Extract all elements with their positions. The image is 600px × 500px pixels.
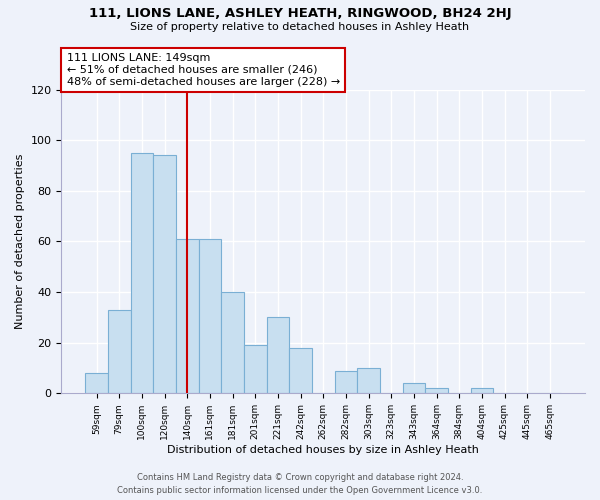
- Bar: [403, 383, 425, 394]
- Bar: [85, 373, 108, 394]
- Text: Contains HM Land Registry data © Crown copyright and database right 2024.
Contai: Contains HM Land Registry data © Crown c…: [118, 474, 482, 495]
- Bar: [470, 388, 493, 394]
- Bar: [266, 318, 289, 394]
- Bar: [176, 239, 199, 394]
- Bar: [131, 153, 153, 394]
- Bar: [153, 156, 176, 394]
- Bar: [425, 388, 448, 394]
- Y-axis label: Number of detached properties: Number of detached properties: [15, 154, 25, 329]
- Bar: [108, 310, 131, 394]
- Bar: [289, 348, 312, 394]
- Text: 111, LIONS LANE, ASHLEY HEATH, RINGWOOD, BH24 2HJ: 111, LIONS LANE, ASHLEY HEATH, RINGWOOD,…: [89, 8, 511, 20]
- Bar: [199, 239, 221, 394]
- Bar: [221, 292, 244, 394]
- Bar: [335, 370, 357, 394]
- Text: 111 LIONS LANE: 149sqm
← 51% of detached houses are smaller (246)
48% of semi-de: 111 LIONS LANE: 149sqm ← 51% of detached…: [67, 54, 340, 86]
- X-axis label: Distribution of detached houses by size in Ashley Heath: Distribution of detached houses by size …: [167, 445, 479, 455]
- Bar: [244, 345, 266, 394]
- Bar: [357, 368, 380, 394]
- Text: Size of property relative to detached houses in Ashley Heath: Size of property relative to detached ho…: [130, 22, 470, 32]
